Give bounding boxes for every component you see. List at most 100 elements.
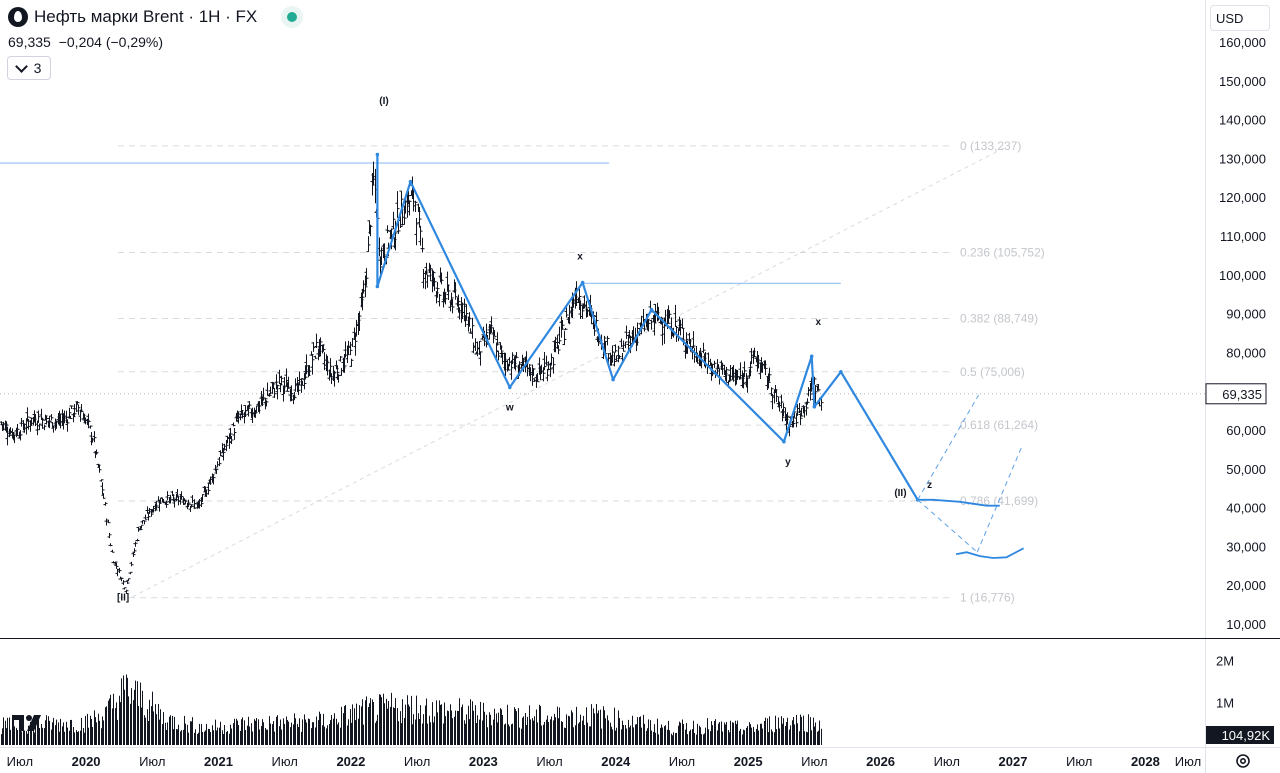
quote-line: 69,335 −0,204 (−0,29%) [8,34,167,50]
price-bar [791,416,796,428]
price-bar [520,354,525,367]
price-bar [413,200,418,212]
price-bar [363,275,368,298]
price-bar [14,427,19,438]
wave-point [649,307,654,312]
price-bar [229,435,234,445]
price-bar [737,376,742,380]
price-bar [261,387,266,401]
price-bar [124,589,129,593]
price-bar [313,355,318,359]
price-bar [164,500,169,508]
price-bar [129,561,134,567]
indicators-count: 3 [33,60,42,76]
price-bar [328,358,333,378]
price-bar [418,225,423,246]
market-status-icon[interactable] [281,6,304,28]
symbol-title[interactable]: Нефть марки Brent · 1H · FX [34,7,258,26]
price-bar [25,407,30,422]
price-bar [544,355,549,366]
price-bar [470,317,475,339]
price-bar [302,373,307,390]
price-bar [353,333,358,356]
projection-dashed-line [917,499,978,553]
time-tick-label: Июл [271,754,297,769]
price-bar [88,425,93,429]
price-bar [36,410,41,423]
price-bar [350,338,355,347]
price-bar [391,211,396,230]
time-tick-label: 2020 [72,754,101,769]
price-bar [402,205,407,225]
price-bar [446,284,451,301]
price-bar [551,357,556,374]
price-bar [577,287,582,311]
price-bar [652,312,657,336]
price-bar [617,355,622,359]
price-bar [366,236,371,253]
price-bar [794,413,799,428]
price-bar [4,421,9,433]
price-bar [143,514,148,520]
price-bar [94,449,99,455]
wave-point [782,439,786,444]
price-tick-label: 60,000 [1226,423,1266,438]
price-bar [292,391,297,401]
price-tick-label: 100,000 [1219,268,1266,283]
chevron-down-icon [14,59,28,73]
price-bar [11,432,16,441]
price-bar [110,549,115,553]
price-tick-label: 110,000 [1220,229,1266,244]
price-tick-label: 40,000 [1226,501,1266,516]
price-bar [132,548,137,554]
price-bar [748,361,753,377]
gear-icon[interactable] [1232,750,1254,772]
price-bar [18,430,23,441]
price-tick-label: 150,000 [1219,74,1266,89]
price-bar [75,401,80,404]
price-bar [467,312,472,327]
price-bar [68,415,73,420]
indicators-toggle-button[interactable]: 3 [7,56,51,80]
price-bar [535,373,540,383]
price-tick-label: 20,000 [1226,578,1266,593]
price-bar [69,405,74,410]
price-bar [349,358,354,367]
currency-selector[interactable]: USD [1210,5,1270,31]
price-bar [616,345,621,363]
fib-level-label: 1 (16,776) [960,591,1015,605]
price-bar [545,368,550,382]
price-bar [149,509,154,517]
price-bar [322,352,327,371]
time-tick-label: Июл [139,754,165,769]
projection-dashed-line [976,445,1023,553]
price-bar [314,333,319,348]
price-bar [649,319,654,330]
tradingview-logo-icon[interactable] [12,712,46,734]
last-price-tag-label: 69,335 [1222,387,1262,402]
price-bar [712,360,717,368]
price-bar [385,225,390,234]
price-bar [701,342,706,354]
price-bar [253,409,258,418]
price-bar [257,401,262,414]
price-bar [463,315,468,327]
price-bar [738,362,743,379]
wave-point [508,385,512,390]
price-bar [673,304,678,328]
price-bar [228,427,233,440]
price-bar [742,361,747,378]
fib-level-label: 0.382 (88,749) [960,311,1038,325]
price-bar [439,272,444,285]
price-bar [407,200,412,216]
price-bar [556,345,561,355]
last-volume-tag-label: 104,92K [1222,728,1271,743]
price-bar [264,400,269,407]
projection-curve [917,498,1000,507]
projection-dashed-line [917,394,979,501]
price-bar [752,347,757,358]
price-bar [108,543,113,547]
price-bar [464,304,469,320]
